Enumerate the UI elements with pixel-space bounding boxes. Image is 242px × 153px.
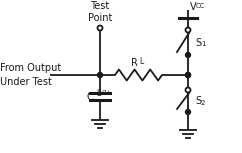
Text: V: V	[190, 2, 197, 12]
Text: 2: 2	[201, 100, 205, 106]
Circle shape	[186, 88, 190, 93]
Text: From Output: From Output	[0, 63, 61, 73]
Text: Test
Point: Test Point	[88, 1, 112, 23]
Text: CC: CC	[196, 3, 205, 9]
Text: 1: 1	[201, 41, 205, 47]
Text: R: R	[131, 58, 137, 68]
Text: Under Test: Under Test	[0, 77, 52, 87]
Circle shape	[186, 73, 190, 78]
Text: C: C	[86, 91, 93, 101]
Text: L: L	[139, 57, 144, 66]
Text: S: S	[195, 96, 201, 106]
Text: L: L	[96, 88, 100, 97]
Circle shape	[98, 73, 103, 78]
Text: (1): (1)	[101, 90, 110, 95]
Circle shape	[186, 52, 190, 58]
Circle shape	[98, 26, 103, 30]
Text: S: S	[195, 37, 201, 47]
Circle shape	[186, 73, 190, 78]
Circle shape	[186, 110, 190, 114]
Circle shape	[186, 28, 190, 32]
